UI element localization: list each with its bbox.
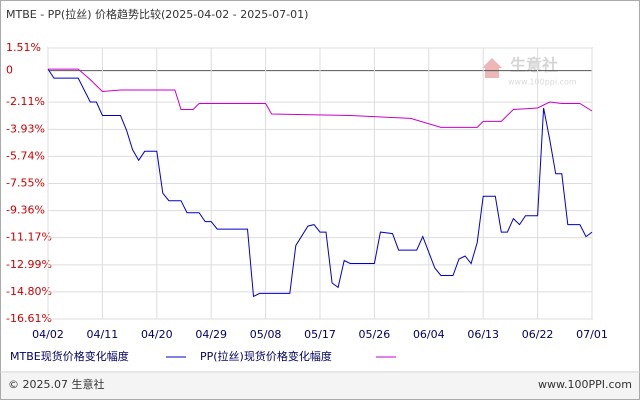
x-tick-label: 04/11: [87, 328, 119, 341]
y-tick-label: -14.80%: [6, 285, 52, 298]
chart-title: MTBE - PP(拉丝) 价格趋势比较(2025-04-02 - 2025-0…: [6, 7, 308, 21]
x-tick-label: 07/01: [576, 328, 608, 341]
x-tick-label: 04/20: [141, 328, 173, 341]
footer-site: www.100PPI.com: [538, 378, 632, 391]
y-tick-label: -12.99%: [6, 258, 52, 271]
y-tick-label: -16.61%: [6, 312, 52, 325]
series-line: [48, 68, 593, 128]
y-tick-label: -3.93%: [6, 122, 45, 135]
x-tick-label: 06/04: [413, 328, 445, 341]
watermark-logo: [485, 68, 499, 78]
footer-copyright: © 2025.07 生意社: [8, 377, 104, 391]
legend-label: MTBE现货价格变化幅度: [10, 349, 129, 363]
y-tick-label: 1.51%: [6, 41, 41, 54]
y-tick-label: -11.17%: [6, 231, 52, 244]
y-tick-label: -5.74%: [6, 149, 45, 162]
x-tick-label: 06/22: [522, 328, 554, 341]
x-tick-label: 05/17: [304, 328, 336, 341]
x-tick-label: 04/29: [195, 328, 227, 341]
legend-label: PP(拉丝)现货价格变化幅度: [200, 349, 332, 363]
watermark-url: www.100ppi.com: [508, 78, 577, 87]
x-tick-label: 06/13: [467, 328, 499, 341]
y-tick-label: 0: [6, 64, 13, 77]
watermark-logo: [482, 58, 502, 68]
x-tick-label: 05/08: [250, 328, 282, 341]
y-tick-label: -9.36%: [6, 204, 45, 217]
watermark: 生意社 www.100ppi.com: [482, 56, 577, 87]
watermark-name: 生意社: [510, 56, 558, 75]
y-tick-label: -7.55%: [6, 177, 45, 190]
x-tick-label: 04/02: [32, 328, 64, 341]
y-tick-label: -2.11%: [6, 95, 45, 108]
series-line: [47, 68, 593, 298]
footer-bg: [1, 373, 639, 399]
x-tick-label: 05/26: [359, 328, 391, 341]
